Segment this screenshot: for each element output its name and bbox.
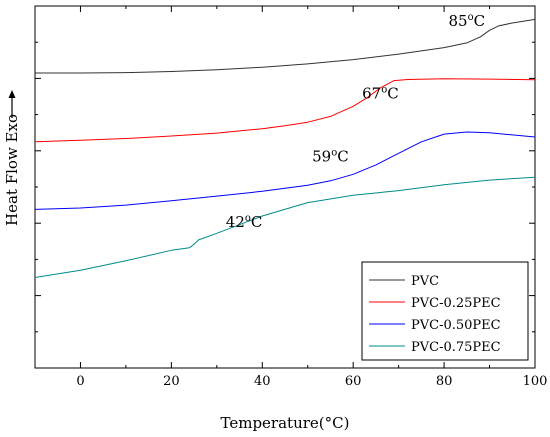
legend-label-1: PVC	[411, 274, 439, 289]
transition-temp-label: 42oC	[226, 213, 263, 231]
series-line-4	[34, 176, 536, 278]
y-axis-title: Heat Flow Exo	[3, 114, 21, 226]
x-axis-title: Temperature(°C)	[221, 414, 350, 432]
series-line-3	[34, 131, 536, 210]
transition-temp-label: 85oC	[449, 12, 486, 30]
legend: PVC PVC-0.25PEC PVC-0.50PEC PVC-0.75PEC	[361, 261, 529, 361]
x-tick-label: 80	[436, 374, 453, 389]
legend-label-2: PVC-0.25PEC	[411, 296, 501, 311]
x-tick-label: 40	[254, 374, 271, 389]
legend-label-3: PVC-0.50PEC	[411, 318, 501, 333]
transition-annotations: 85oC 67oC 59oC 42oC	[226, 12, 485, 231]
legend-items: PVC PVC-0.25PEC PVC-0.50PEC PVC-0.75PEC	[369, 274, 501, 355]
legend-box	[361, 261, 529, 361]
series-line-2	[34, 78, 536, 143]
y-arrow-head	[8, 90, 16, 98]
x-tick-label: 0	[76, 374, 84, 389]
series-line-1	[35, 18, 536, 74]
transition-temp-label: 59oC	[312, 148, 349, 166]
y-axis-ticks	[35, 5, 535, 369]
x-axis-ticks: 0 20 40 60 80 100	[34, 6, 548, 389]
y-axis-title-group: Heat Flow Exo	[3, 114, 21, 226]
series-lines	[34, 18, 536, 278]
x-tick-label: 60	[345, 374, 362, 389]
transition-temp-label: 67oC	[362, 84, 399, 102]
x-tick-label: 20	[163, 374, 180, 389]
y-axis-arrow	[8, 90, 16, 118]
x-tick-label: 100	[523, 374, 548, 389]
legend-label-4: PVC-0.75PEC	[411, 340, 501, 355]
